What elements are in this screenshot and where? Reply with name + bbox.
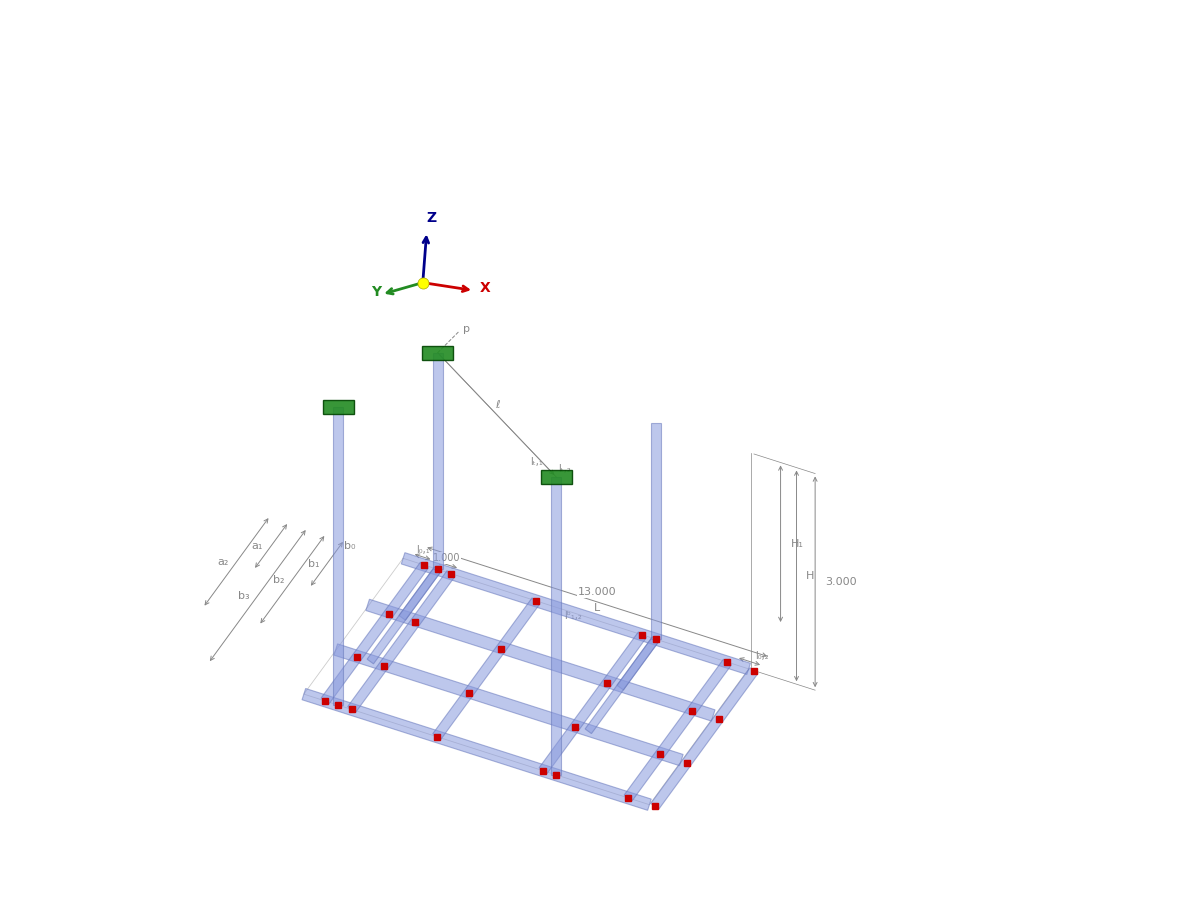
Polygon shape [366,599,715,721]
Text: b₁: b₁ [307,559,319,569]
Polygon shape [302,688,652,810]
Text: b₃: b₃ [239,590,250,600]
Text: b₂: b₂ [272,575,284,585]
Polygon shape [541,470,572,484]
Text: lₜ,₁: lₜ,₁ [530,457,544,467]
Text: lₜ,₂: lₜ,₂ [558,464,571,474]
Polygon shape [552,477,562,775]
Text: L: L [594,603,600,613]
Text: a₂: a₂ [217,557,229,567]
Text: b₀: b₀ [344,541,355,551]
Text: lᵇ₁,₂: lᵇ₁,₂ [564,611,582,621]
Polygon shape [367,567,440,664]
Text: ℓ: ℓ [494,400,499,410]
Polygon shape [401,553,750,674]
Text: l₀,₂: l₀,₂ [756,651,769,661]
Polygon shape [323,400,354,414]
Text: 13.000: 13.000 [578,587,617,597]
Text: H: H [806,571,815,580]
Polygon shape [617,637,659,690]
Polygon shape [539,632,647,774]
Polygon shape [348,571,455,712]
Polygon shape [624,659,731,801]
Polygon shape [650,422,660,639]
Text: H₁: H₁ [791,539,803,549]
Text: 3.000: 3.000 [824,577,857,587]
Polygon shape [400,567,440,620]
Text: a₁: a₁ [252,541,263,551]
Text: Z: Z [427,211,437,225]
Polygon shape [334,408,343,706]
Text: Y: Y [372,285,382,300]
Polygon shape [334,644,683,766]
Text: 1.000: 1.000 [433,553,461,562]
Polygon shape [433,353,443,570]
Polygon shape [422,346,454,360]
Text: p: p [463,324,470,334]
Polygon shape [433,598,540,740]
Polygon shape [322,562,428,704]
Text: l₀,₁: l₀,₁ [415,544,430,555]
Polygon shape [586,637,659,733]
Text: X: X [480,282,491,295]
Polygon shape [650,668,758,809]
